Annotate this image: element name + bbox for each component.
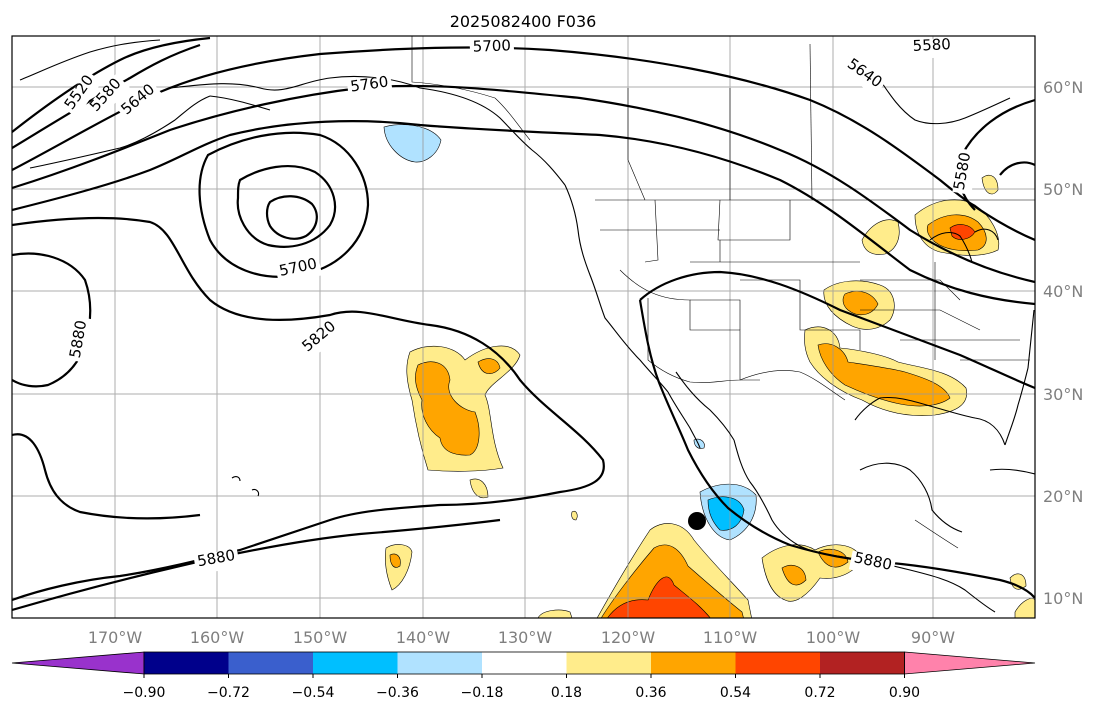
lat-label: 50°N <box>1043 180 1083 199</box>
shade-great-lakes-red <box>949 224 976 240</box>
graticule <box>12 36 1035 618</box>
contour-label: 5700 <box>472 36 511 55</box>
lon-label: 160°W <box>190 628 245 647</box>
colorbar-tick-label: −0.18 <box>461 685 504 701</box>
contour-label: 5580 <box>912 35 951 55</box>
east-coast <box>1027 309 1035 369</box>
longitude-labels: 170°W 160°W 150°W 140°W 130°W 120°W 110°… <box>88 628 955 647</box>
contour-5760 <box>12 120 1035 306</box>
gulf-california <box>675 371 735 441</box>
map-title: 2025082400 F036 <box>450 12 597 31</box>
colorbar-tick-label: 0.72 <box>804 685 835 701</box>
lat-label: 10°N <box>1043 589 1083 608</box>
contour-5820-inner <box>12 433 201 520</box>
hawaii-1 <box>231 476 241 482</box>
colorbar-extend-low <box>11 651 145 675</box>
lake-2 <box>974 228 999 241</box>
colorbar-segment <box>482 652 567 674</box>
contour-5640-low <box>236 165 337 248</box>
colorbar-tick-label: 0.90 <box>889 685 920 701</box>
great-lakes <box>929 231 973 263</box>
contour-5580 <box>12 43 201 149</box>
colorbar-segment <box>651 652 736 674</box>
lon-label: 90°W <box>911 628 955 647</box>
shade-bottom-yellow <box>537 609 573 618</box>
colorbar-ticks <box>143 674 905 678</box>
colorbar-tick-label: 0.54 <box>720 685 751 701</box>
shade-pacific-orange-2 <box>477 358 501 374</box>
map-frame <box>11 35 1036 619</box>
aleutians <box>29 95 211 169</box>
contour-labels: 5520 5580 5640 5700 5760 <box>61 35 979 579</box>
lon-label: 120°W <box>601 628 656 647</box>
colorbar-segment <box>144 652 229 674</box>
lat-label: 20°N <box>1043 487 1083 506</box>
colorbar-extend-high <box>904 651 1036 675</box>
colorbar-segment <box>397 652 482 674</box>
contour-5880-mex <box>638 299 1035 599</box>
lon-label: 100°W <box>806 628 861 647</box>
colorbar-tick-label: −0.36 <box>376 685 419 701</box>
contour-5700-low <box>198 131 370 278</box>
lon-label: 140°W <box>396 628 451 647</box>
colorbar-segment <box>313 652 398 674</box>
contour-5820-main <box>12 216 605 602</box>
west-coast <box>564 184 669 393</box>
gulf-coast <box>854 396 1006 446</box>
lat-label: 30°N <box>1043 385 1083 404</box>
lat-label: 60°N <box>1043 78 1083 97</box>
shade-plains-orange <box>842 291 879 316</box>
contour-5700-north <box>12 84 1035 284</box>
map-background <box>12 36 1035 618</box>
lat-label: 40°N <box>1043 282 1083 301</box>
bering-coast <box>19 39 161 81</box>
contour-5520 <box>12 36 211 133</box>
colorbar-tick-label: −0.54 <box>292 685 335 701</box>
contour-5880-east <box>639 270 1035 390</box>
florida <box>1004 367 1029 446</box>
anomaly-shading <box>383 124 1035 618</box>
colorbar-segment <box>820 652 905 674</box>
baja <box>667 391 701 449</box>
lon-label: 170°W <box>88 628 143 647</box>
contour-5580-east-2 <box>999 161 1035 176</box>
lon-label: 110°W <box>703 628 758 647</box>
colorbar-segment <box>735 652 820 674</box>
shade-pacific-orange <box>415 361 480 456</box>
lon-label: 150°W <box>293 628 348 647</box>
colorbar-tick-label: −0.90 <box>123 685 166 701</box>
hudson-bay <box>879 79 1011 125</box>
shade-light-blue-gulf-alaska <box>383 124 442 163</box>
shade-small-yellow-1 <box>469 478 489 499</box>
shade-texas-orange <box>817 343 951 407</box>
shade-central-am-orange <box>781 565 807 586</box>
yucatan <box>859 462 963 533</box>
colorbar: −0.90 −0.72 −0.54 −0.36 −0.18 0.18 0.36 … <box>11 651 1036 701</box>
contour-5880-south <box>12 518 501 612</box>
lon-label: 130°W <box>498 628 553 647</box>
colorbar-segment <box>566 652 651 674</box>
shade-plains-yellow-2 <box>861 219 900 255</box>
shade-small-orange-1 <box>389 553 401 568</box>
contour-label: 5760 <box>349 72 389 95</box>
storm-center-dot <box>688 512 706 530</box>
alaska-peninsula <box>209 95 271 111</box>
colorbar-tick-label: 0.36 <box>635 685 666 701</box>
colorbar-frame <box>143 651 905 675</box>
colorbar-tick-label: −0.72 <box>207 685 250 701</box>
hawaii-2 <box>251 488 260 497</box>
colorbar-tick-label: 0.18 <box>551 685 582 701</box>
latitude-labels: 60°N 50°N 40°N 30°N 20°N 10°N <box>1043 78 1083 608</box>
colorbar-segment <box>228 652 313 674</box>
shade-tiny-yellow <box>571 510 578 521</box>
coastlines <box>19 39 1035 613</box>
cuba <box>989 468 1035 475</box>
contour-5580-low <box>265 195 318 240</box>
shade-caribbean-yellow <box>1014 598 1035 618</box>
map-panel: 5520 5580 5640 5700 5760 <box>11 35 1036 619</box>
